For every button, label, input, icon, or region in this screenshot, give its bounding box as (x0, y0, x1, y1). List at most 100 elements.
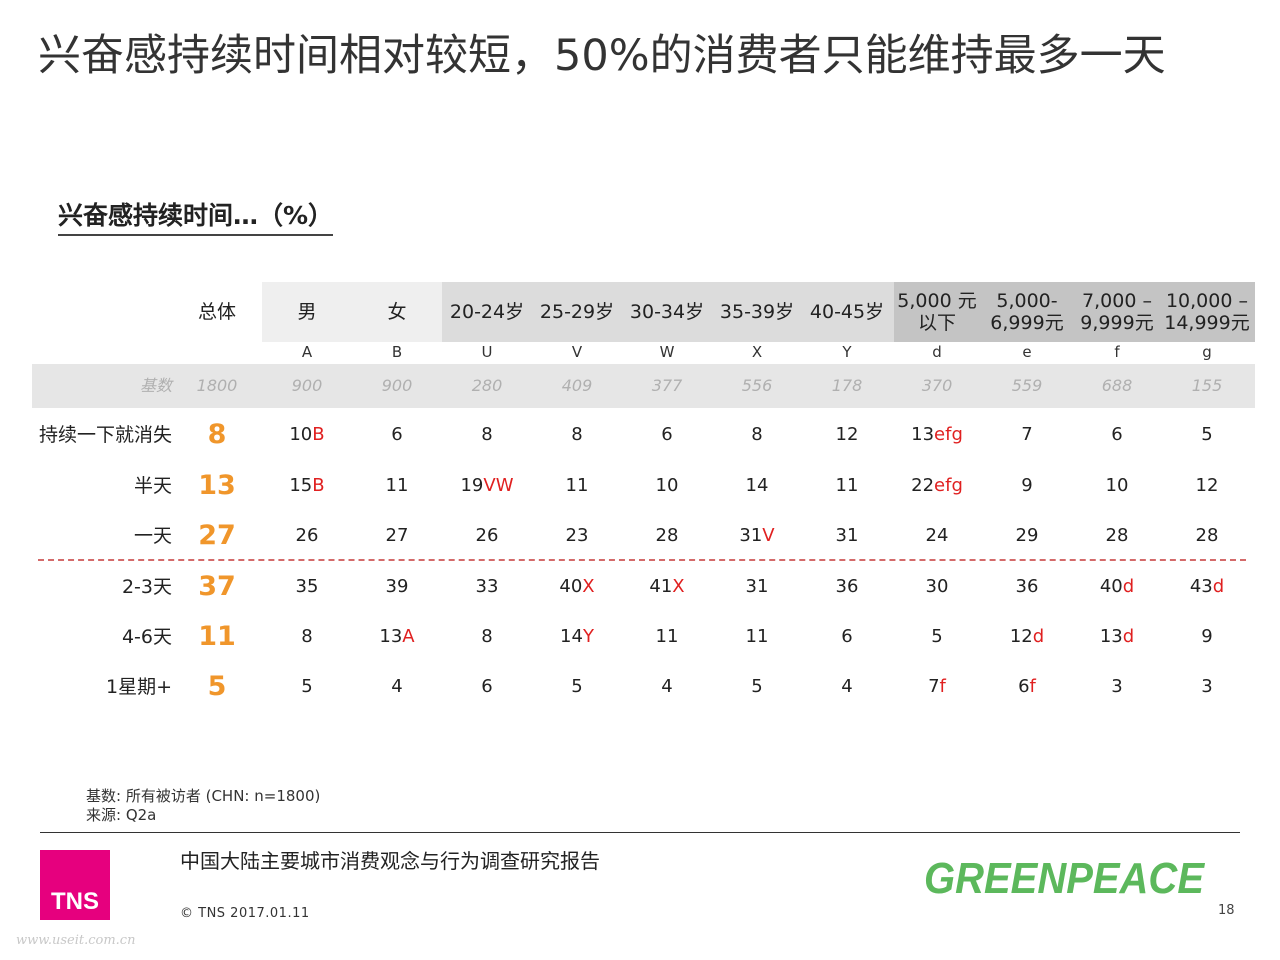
total-value: 5 (207, 671, 227, 702)
base-value: 900 (381, 376, 413, 395)
tns-logo: TNS (40, 850, 110, 920)
table-cell: 31 (712, 567, 802, 607)
table-cell: 6 (352, 415, 442, 455)
table-cell: 5 (262, 667, 352, 707)
significance-marker: B (312, 475, 325, 496)
column-header: 7,000 – 9,999元 (1080, 290, 1154, 334)
cell-value: 31 (739, 525, 763, 546)
cell-value: 4 (841, 676, 853, 697)
significance-marker: d (1212, 576, 1225, 597)
significance-marker: d (1032, 626, 1045, 647)
table-cell: 11 (622, 617, 712, 657)
cell-value: 41 (649, 576, 673, 597)
cell-value: 27 (385, 525, 409, 546)
table-cell: 8 (442, 415, 532, 455)
footnote: 基数: 所有被访者 (CHN: n=1800) 来源: Q2a (86, 787, 320, 825)
table-cell: 4 (622, 667, 712, 707)
table-cell: 5 (892, 617, 982, 657)
column-letter: A (301, 343, 313, 361)
base-value: 1800 (196, 376, 238, 395)
cell-value: 7 (928, 676, 940, 697)
significance-marker: Y (582, 626, 594, 647)
significance-marker: d (1122, 626, 1135, 647)
table-cell: 29 (982, 516, 1072, 556)
column-letter: U (481, 343, 493, 361)
table-cell: 13A (352, 617, 442, 657)
table-cell: 6 (622, 415, 712, 455)
total-value: 8 (207, 419, 227, 450)
base-label: 基数 (139, 376, 172, 395)
significance-marker: VW (483, 475, 514, 496)
total-value: 27 (198, 520, 236, 551)
cell-value: 33 (475, 576, 499, 597)
total-value: 37 (198, 571, 236, 602)
cell-value: 31 (745, 576, 769, 597)
cell-value: 9 (1021, 475, 1033, 496)
table-cell: 12 (1162, 466, 1252, 506)
table-cell: 4 (802, 667, 892, 707)
cell-value: 5 (1201, 424, 1213, 445)
cell-value: 10 (655, 475, 679, 496)
table-cell: 31 (802, 516, 892, 556)
table-cell: 6 (442, 667, 532, 707)
cell-value: 6 (1018, 676, 1030, 697)
table-cell: 6f (982, 667, 1072, 707)
table-cell: 12d (982, 617, 1072, 657)
cell-value: 4 (661, 676, 673, 697)
footer-divider (40, 832, 1240, 833)
significance-marker: X (582, 576, 595, 597)
row-label: 半天 (133, 475, 172, 497)
column-letter: d (932, 343, 942, 361)
cell-value: 39 (385, 576, 409, 597)
header-bg-gender (262, 282, 442, 342)
cell-value: 29 (1015, 525, 1039, 546)
table-cell: 26 (442, 516, 532, 556)
column-header: 5,000 元 以下 (897, 290, 977, 334)
significance-marker: f (939, 676, 946, 697)
significance-marker: X (672, 576, 685, 597)
page-title: 兴奋感持续时间相对较短，50%的消费者只能维持最多一天 (38, 31, 1166, 81)
table-cell: 8 (712, 415, 802, 455)
table-cell: 6 (802, 617, 892, 657)
cell-value: 40 (1099, 576, 1123, 597)
table-cell: 33 (442, 567, 532, 607)
cell-value: 3 (1201, 676, 1213, 697)
table-cell: 3 (1162, 667, 1252, 707)
table-cell: 10 (622, 466, 712, 506)
column-header: 男 (297, 301, 317, 323)
cell-value: 11 (565, 475, 589, 496)
table-cell: 41X (622, 567, 712, 607)
base-value: 559 (1011, 376, 1043, 395)
table-cell: 35 (262, 567, 352, 607)
cell-value: 36 (1015, 576, 1039, 597)
significance-marker: efg (934, 424, 963, 445)
table-cell: 5 (532, 667, 622, 707)
cell-value: 26 (295, 525, 319, 546)
cell-value: 6 (841, 626, 853, 647)
greenpeace-logo-text: GREENPEACE (924, 854, 1205, 903)
column-header: 30-34岁 (629, 301, 705, 323)
column-header: 40-45岁 (809, 301, 885, 323)
cell-value: 12 (835, 424, 859, 445)
table-cell: 3 (1072, 667, 1162, 707)
cell-value: 6 (391, 424, 403, 445)
cell-value: 40 (559, 576, 583, 597)
table-cell: 12 (802, 415, 892, 455)
cell-value: 11 (385, 475, 409, 496)
cell-value: 5 (751, 676, 763, 697)
base-value: 370 (921, 376, 953, 395)
table-cell: 28 (1072, 516, 1162, 556)
table-cell: 11 (712, 617, 802, 657)
cell-value: 7 (1021, 424, 1033, 445)
cell-value: 13 (379, 626, 403, 647)
total-value: 13 (198, 470, 236, 501)
table-cell: 13d (1072, 617, 1162, 657)
table-cell: 27 (352, 516, 442, 556)
row-label: 4-6天 (121, 626, 172, 648)
footnote-base: 基数: 所有被访者 (CHN: n=1800) (86, 787, 321, 805)
cell-value: 5 (931, 626, 943, 647)
cell-value: 6 (661, 424, 673, 445)
cell-value: 31 (835, 525, 859, 546)
base-value: 178 (831, 376, 863, 395)
header-bg-age (442, 282, 894, 342)
